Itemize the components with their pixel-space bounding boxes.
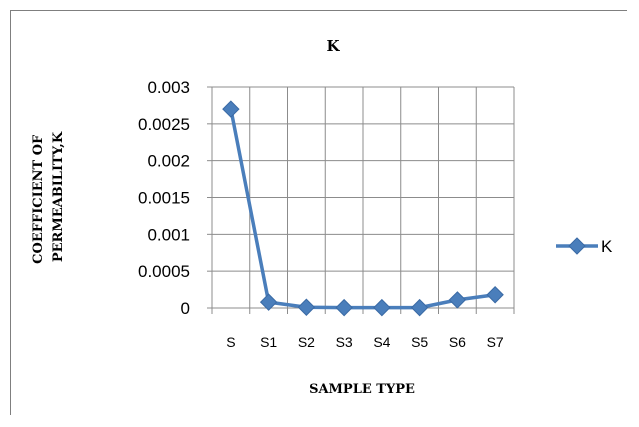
- x-tick-label: S2: [298, 334, 315, 350]
- y-axis-title-line-2: PERMEABILITY,K: [51, 131, 66, 262]
- legend-label-k: K: [601, 237, 613, 256]
- x-tick-label: S7: [487, 334, 504, 350]
- data-point: [410, 298, 429, 317]
- data-point: [297, 298, 316, 316]
- legend: K: [556, 237, 613, 256]
- y-tick-label: 0.003: [147, 78, 190, 97]
- x-tick-label: S4: [373, 334, 390, 350]
- data-point: [448, 291, 467, 309]
- chart-frame: [10, 10, 627, 415]
- y-tick-label: 0.0015: [138, 189, 190, 208]
- x-tick-label: S1: [260, 334, 277, 350]
- y-axis-title-line-1: COEFFICIENT OF: [31, 134, 46, 264]
- y-tick-labels: 0 0.0005 0.001 0.0015 0.002 0.0025 0.003: [138, 78, 190, 318]
- series-group: [222, 100, 504, 317]
- data-point: [373, 298, 391, 317]
- x-axis-title: SAMPLE TYPE: [309, 382, 415, 397]
- grid: [212, 86, 515, 308]
- y-tick-label: 0.002: [147, 152, 190, 171]
- x-tick-labels: S S1 S2 S3 S4 S5 S6 S7: [226, 334, 504, 350]
- x-tick-label: S6: [449, 334, 466, 350]
- y-axis-title: COEFFICIENT OF PERMEABILITY,K: [31, 130, 66, 264]
- x-tick-label: S3: [336, 334, 353, 350]
- axes: [207, 86, 515, 314]
- y-tick-label: 0: [181, 299, 190, 318]
- data-point: [222, 100, 240, 118]
- y-tick-label: 0.001: [147, 225, 190, 244]
- x-tick-label: S: [226, 334, 235, 350]
- data-point: [486, 286, 504, 304]
- legend-marker: [568, 237, 586, 255]
- y-tick-label: 0.0025: [138, 115, 190, 134]
- y-tick-label: 0.0005: [138, 262, 190, 281]
- chart-title: K: [326, 37, 340, 55]
- data-point: [335, 298, 353, 317]
- data-point: [259, 293, 278, 311]
- x-tick-label: S5: [411, 334, 428, 350]
